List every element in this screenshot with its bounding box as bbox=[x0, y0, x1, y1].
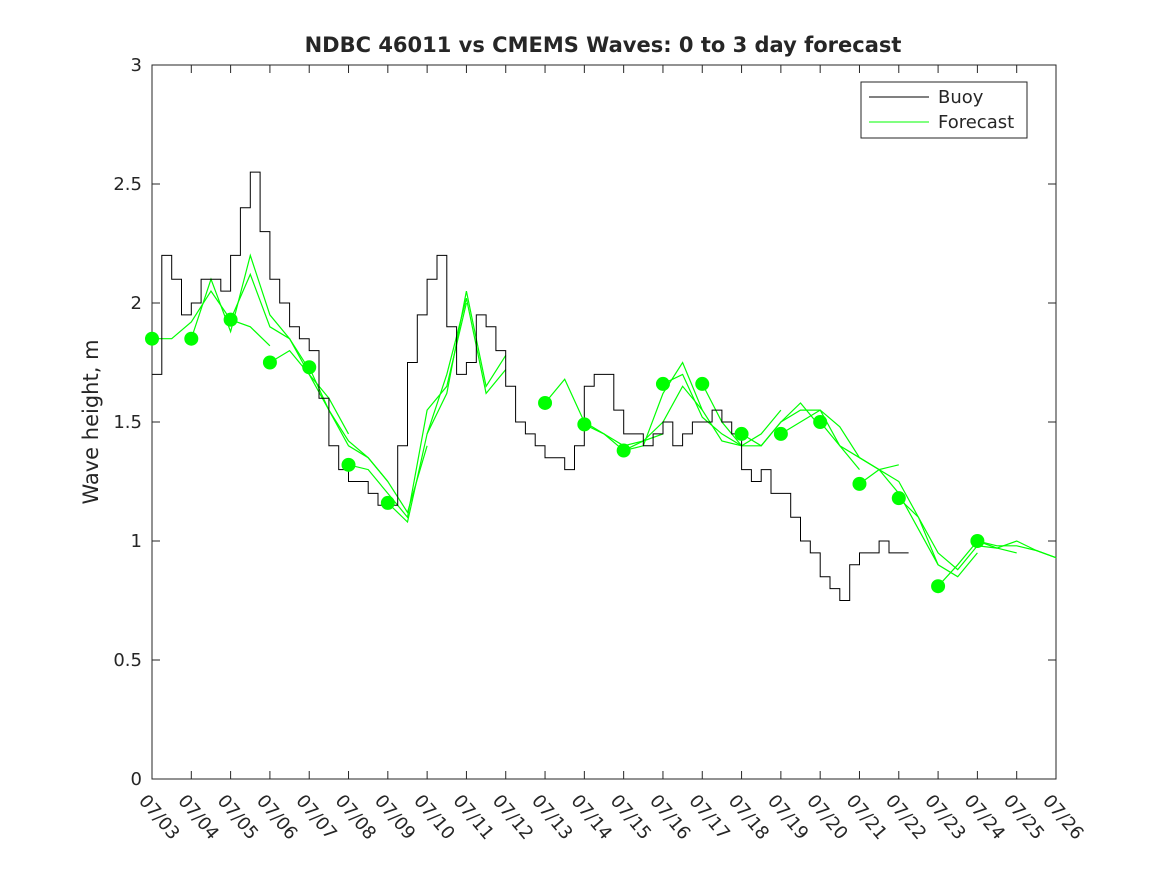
forecast-start-point bbox=[302, 360, 317, 375]
forecast-start-point bbox=[262, 355, 277, 370]
axes-box bbox=[151, 64, 1057, 780]
forecast-start-point bbox=[577, 417, 592, 432]
buoy-line bbox=[152, 171, 909, 601]
forecast-line bbox=[152, 290, 271, 347]
forecast-start-point bbox=[145, 331, 159, 346]
forecast-start-point bbox=[380, 495, 395, 510]
forecast-start-point bbox=[616, 443, 631, 458]
y-tick-label: 3 bbox=[131, 55, 142, 76]
legend-box bbox=[860, 81, 1028, 139]
forecast-line bbox=[977, 540, 1057, 559]
plot-area: 00.511.522.53 07/0307/0407/0507/0607/070… bbox=[113, 55, 1087, 844]
y-tick-label: 1 bbox=[131, 531, 142, 552]
forecast-line bbox=[426, 290, 507, 435]
y-axis-label: Wave height, m bbox=[79, 339, 103, 504]
forecast-start-point bbox=[813, 415, 828, 429]
forecast-start-point bbox=[538, 395, 553, 410]
forecast-start-point bbox=[970, 534, 985, 548]
forecast-line bbox=[662, 373, 782, 447]
legend: Buoy Forecast bbox=[860, 81, 1028, 139]
y-tick-label: 1.5 bbox=[113, 412, 142, 433]
y-tick-label: 2 bbox=[131, 293, 142, 314]
forecast-start-point bbox=[891, 491, 906, 506]
forecast-start-point bbox=[773, 426, 788, 441]
y-axis: 0 0.5 1 1.5 2 2.5 3 bbox=[113, 55, 1056, 790]
forecast-start-point bbox=[734, 426, 749, 441]
legend-buoy-label: Buoy bbox=[938, 87, 984, 108]
forecast-start-point bbox=[852, 476, 867, 491]
forecast-start-point bbox=[184, 331, 199, 346]
series-layer bbox=[145, 171, 1057, 601]
forecast-start-point bbox=[341, 457, 356, 472]
legend-forecast-label: Forecast bbox=[938, 112, 1014, 133]
forecast-line bbox=[387, 298, 507, 524]
forecast-start-point bbox=[695, 376, 710, 391]
forecast-line bbox=[348, 302, 467, 519]
forecast-start-point bbox=[931, 579, 946, 594]
forecast-start-point bbox=[223, 312, 238, 327]
y-tick-label: 2.5 bbox=[113, 174, 142, 195]
y-tick-label: 0 bbox=[131, 769, 142, 790]
chart-title: NDBC 46011 vs CMEMS Waves: 0 to 3 day fo… bbox=[305, 33, 902, 57]
y-tick-label: 0.5 bbox=[113, 650, 142, 671]
forecast-start-point bbox=[655, 376, 670, 391]
